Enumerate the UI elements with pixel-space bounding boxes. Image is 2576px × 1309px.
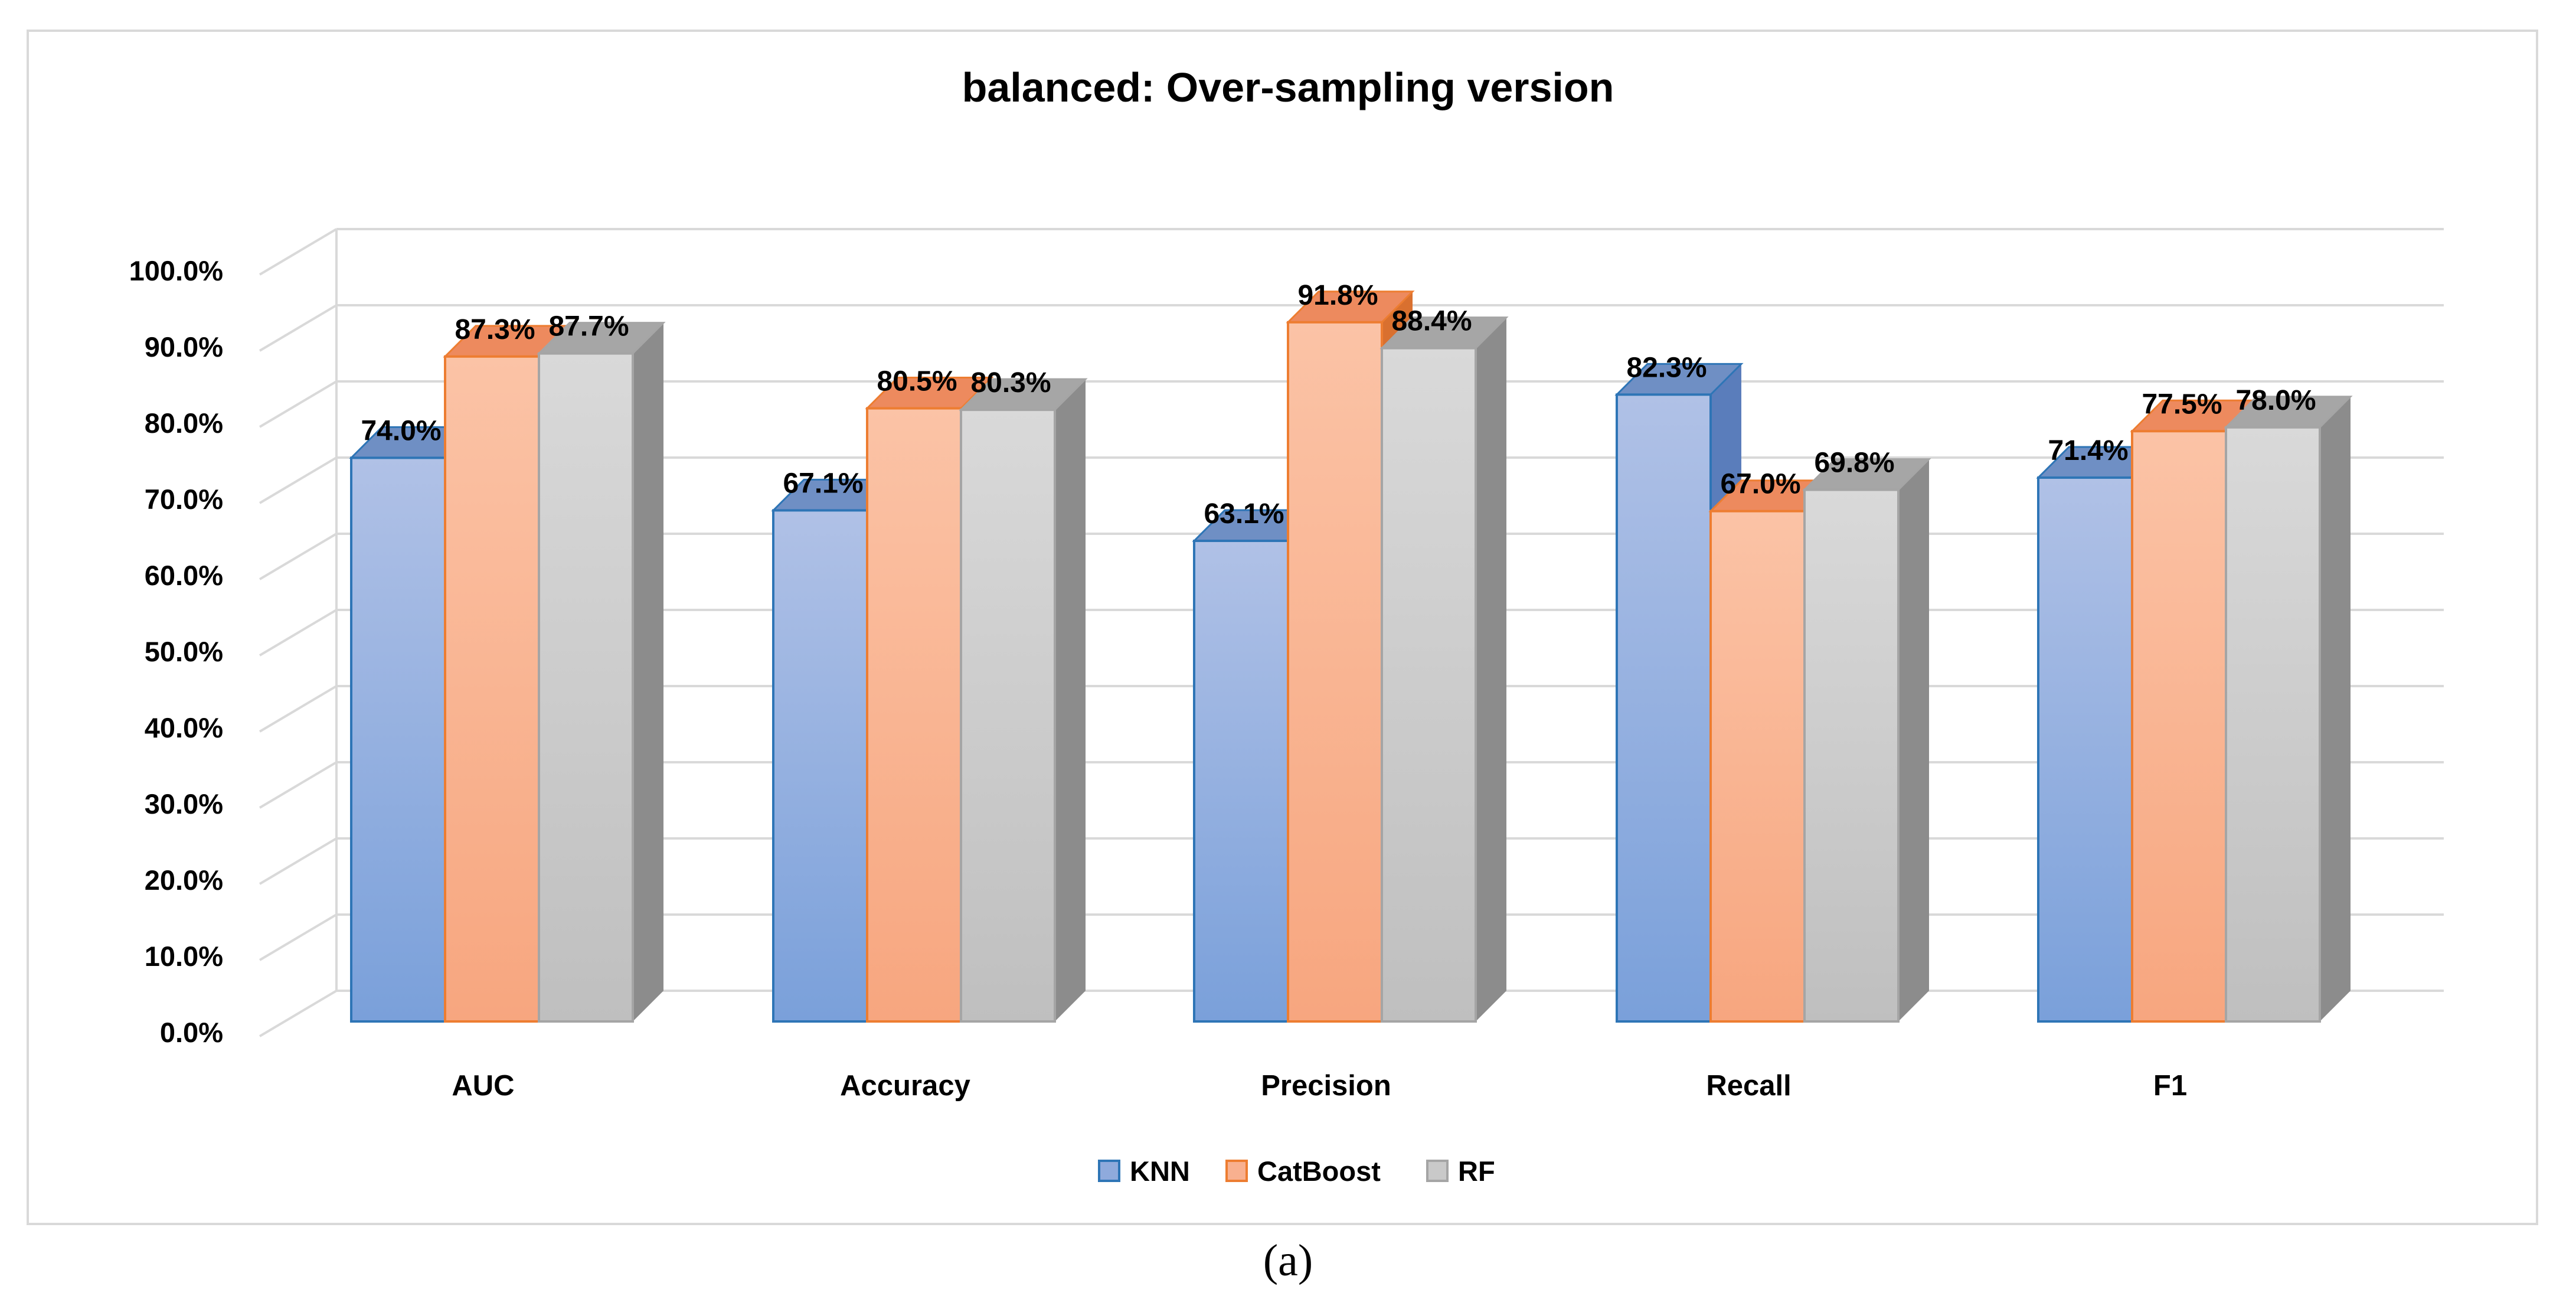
y-tick-label: 30.0% (145, 788, 223, 820)
y-tick-label: 100.0% (129, 255, 223, 286)
bar-front-face (1381, 347, 1477, 1023)
x-axis-category-labels: AUC Accuracy Precision Recall F1 (452, 1070, 2187, 1102)
legend-swatch (1426, 1160, 1449, 1182)
bar-front-face (1803, 488, 1900, 1023)
gridline-diagonal (259, 456, 338, 504)
legend-item-rf: RF (1426, 1155, 1495, 1187)
legend-swatch (1225, 1160, 1248, 1182)
chart-title: balanced: Over-sampling version (962, 64, 1614, 110)
x-category-label: Precision (1261, 1070, 1391, 1102)
bar-front-face (2131, 430, 2227, 1023)
data-label-catboost-accuracy: 80.5% (877, 366, 957, 397)
bar-rf-f1: 78.0% (2224, 385, 2353, 1023)
bar-rf-precision: 88.4% (1379, 306, 1509, 1023)
y-tick-label: 90.0% (145, 331, 223, 363)
data-label-knn-auc: 74.0% (361, 415, 441, 446)
bar-front-face (444, 355, 540, 1023)
bar-side-face (1055, 379, 1086, 1021)
data-label-knn-recall: 82.3% (1626, 352, 1707, 383)
gridline-diagonal (259, 837, 338, 885)
bar-side-face (2320, 396, 2351, 1021)
figure-caption: (a) (1263, 1236, 1313, 1285)
gridline-diagonal (259, 304, 338, 352)
y-tick-label: 80.0% (145, 407, 223, 439)
data-label-rf-recall: 69.8% (1814, 448, 1894, 479)
legend-label: RF (1458, 1155, 1495, 1187)
gridline-diagonal (259, 228, 338, 276)
data-label-catboost-auc: 87.3% (455, 314, 535, 345)
bar-front-face (538, 352, 634, 1023)
bar-front-face (350, 456, 446, 1023)
legend: KNN CatBoost RF (1098, 1155, 1495, 1187)
bar-rf-recall: 69.8% (1802, 448, 1931, 1023)
data-label-rf-auc: 87.7% (548, 311, 629, 342)
data-label-knn-precision: 63.1% (1204, 498, 1284, 530)
x-category-label: F1 (2153, 1070, 2187, 1102)
data-label-catboost-f1: 77.5% (2142, 389, 2222, 420)
data-label-rf-precision: 88.4% (1391, 306, 1472, 337)
data-label-rf-accuracy: 80.3% (970, 367, 1051, 399)
data-label-catboost-precision: 91.8% (1297, 280, 1378, 311)
bar-side-face (1898, 459, 1929, 1021)
bar-rf-accuracy: 80.3% (959, 367, 1088, 1023)
x-category-label: Accuracy (840, 1070, 970, 1102)
bar-front-face (1287, 321, 1383, 1023)
bar-side-face (1476, 317, 1506, 1021)
legend-label: CatBoost (1257, 1155, 1381, 1187)
y-axis-tick-labels: 0.0% 10.0% 20.0% 30.0% 40.0% 50.0% 60.0% 70.0% 8… (129, 255, 223, 1048)
y-tick-label: 20.0% (145, 864, 223, 896)
legend-swatch (1098, 1160, 1120, 1182)
y-tick-label: 50.0% (145, 636, 223, 667)
bar-side-face (633, 322, 663, 1022)
bar-front-face (2225, 426, 2321, 1023)
y-tick-label: 10.0% (145, 941, 223, 972)
legend-label: KNN (1130, 1155, 1190, 1187)
gridline-diagonal (259, 761, 338, 809)
bar-front-face (866, 407, 962, 1023)
data-label-catboost-recall: 67.0% (1720, 469, 1800, 500)
legend-item-knn: KNN (1098, 1155, 1190, 1187)
bar-front-face (772, 509, 868, 1023)
bar-front-face (960, 409, 1056, 1023)
data-label-rf-f1: 78.0% (2235, 385, 2316, 416)
gridline-diagonal (259, 685, 338, 733)
bar-front-face (1616, 393, 1712, 1023)
gridline-diagonal (259, 533, 338, 580)
x-category-label: AUC (452, 1070, 514, 1102)
bar-front-face (1709, 510, 1806, 1023)
bars: 74.0% 87.3% 87.7% 67.1% 80.5% 80.3% 63.1% 91.8%… (349, 280, 2353, 1023)
gridline-diagonal (259, 990, 338, 1037)
gridline-diagonal (259, 609, 338, 657)
y-tick-label: 40.0% (145, 712, 223, 743)
data-label-knn-accuracy: 67.1% (783, 468, 863, 499)
y-tick-label: 60.0% (145, 560, 223, 591)
gridline-diagonal (259, 913, 338, 961)
bar-rf-auc: 87.7% (537, 311, 666, 1023)
x-category-label: Recall (1706, 1070, 1791, 1102)
bar-front-face (2037, 476, 2133, 1023)
y-tick-label: 70.0% (145, 484, 223, 515)
data-label-knn-f1: 71.4% (2048, 435, 2128, 466)
bar-front-face (1193, 540, 1289, 1023)
gridline-diagonal (259, 380, 338, 428)
legend-item-catboost: CatBoost (1225, 1155, 1381, 1187)
y-tick-label: 0.0% (160, 1017, 223, 1048)
